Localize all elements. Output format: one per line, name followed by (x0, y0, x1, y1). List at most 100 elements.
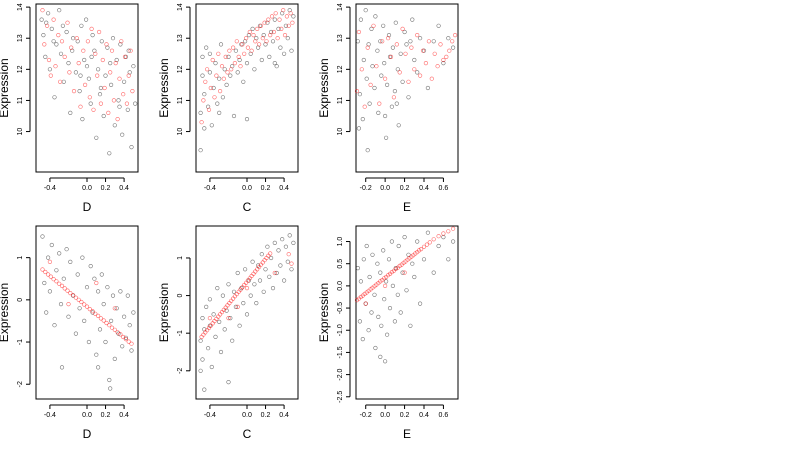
data-point (403, 51, 408, 56)
y-tick-label: 0 (177, 294, 184, 298)
data-point (267, 54, 272, 60)
data-point (253, 39, 258, 44)
data-point (247, 29, 252, 35)
data-point (383, 113, 388, 119)
data-point (207, 70, 212, 75)
data-point (226, 316, 231, 321)
data-point (59, 39, 65, 44)
data-point (261, 289, 266, 294)
y-tick-label: 11 (337, 97, 344, 104)
data-point (272, 270, 277, 276)
y-tick-label: 0.0 (337, 281, 344, 291)
data-point (200, 73, 205, 78)
data-point (76, 60, 81, 66)
data-point (436, 243, 441, 249)
data-point (270, 286, 276, 291)
data-point (198, 148, 203, 153)
data-point (57, 251, 62, 256)
data-point (240, 42, 245, 47)
data-point (200, 316, 205, 321)
data-point (215, 101, 220, 106)
data-point (265, 244, 270, 249)
data-point (369, 310, 374, 315)
x-tick-label: 0.0 (242, 185, 252, 192)
data-point (254, 301, 259, 306)
data-point (235, 70, 240, 75)
x-tick-label: 0.0 (380, 185, 390, 192)
data-point (409, 45, 414, 50)
data-point (108, 386, 113, 391)
data-point (233, 48, 238, 53)
data-point (200, 54, 205, 60)
data-point (412, 67, 417, 72)
data-point (383, 359, 388, 364)
data-point (96, 29, 102, 35)
data-point (70, 36, 76, 41)
x-tick-label: 0.4 (119, 412, 129, 419)
data-point (289, 261, 294, 266)
data-point (419, 247, 424, 252)
data-point (121, 79, 127, 84)
series-black (355, 8, 456, 153)
data-point (128, 48, 133, 53)
data-point (220, 95, 225, 100)
data-point (412, 274, 417, 280)
data-point (376, 314, 381, 320)
data-point (101, 302, 106, 307)
y-tick-label: 13 (177, 34, 184, 42)
data-point (243, 267, 248, 272)
data-point (110, 36, 116, 41)
data-point (248, 293, 253, 298)
data-point (427, 240, 432, 245)
data-point (410, 261, 415, 266)
data-point (40, 8, 45, 13)
data-point (83, 17, 89, 22)
data-point (385, 82, 390, 87)
data-point (99, 39, 104, 44)
data-point (363, 8, 368, 13)
data-point (61, 79, 66, 84)
y-tick-label: -2.5 (337, 391, 344, 403)
data-point (425, 85, 431, 91)
x-tick-label: -0.2 (360, 412, 372, 419)
data-point (378, 270, 383, 275)
data-point (426, 39, 432, 44)
data-point (276, 248, 281, 253)
x-tick-label: 0.4 (119, 185, 129, 192)
data-point (222, 67, 227, 72)
series-red (354, 226, 456, 306)
data-point (87, 307, 92, 312)
data-point (204, 304, 209, 310)
data-point (241, 301, 246, 306)
data-point (66, 314, 71, 319)
data-point (210, 57, 215, 63)
data-point (402, 235, 407, 240)
data-point (400, 79, 405, 84)
data-point (410, 17, 415, 22)
data-point (257, 42, 262, 47)
data-point (217, 76, 222, 81)
data-point (213, 60, 218, 66)
data-point (89, 54, 94, 60)
data-point (283, 23, 289, 28)
data-point (98, 85, 103, 91)
data-point (107, 151, 112, 156)
data-point (217, 319, 222, 325)
data-point (268, 32, 273, 38)
data-point (95, 289, 101, 294)
data-point (51, 39, 56, 44)
x-tick-label: 0.4 (279, 412, 289, 419)
data-point (404, 288, 409, 293)
data-point (441, 235, 446, 240)
data-point (81, 48, 86, 53)
data-point (95, 67, 101, 72)
chart-panel-1: -0.4 0.0 0.2 0.4 10 11 12 13 14 D Expression (0, 3, 139, 214)
data-point (415, 32, 420, 38)
data-point (418, 36, 423, 41)
series-black (39, 8, 138, 156)
data-point (368, 82, 373, 87)
data-point (123, 337, 128, 342)
x-tick-label: -0.4 (204, 412, 216, 419)
data-point (70, 293, 76, 298)
